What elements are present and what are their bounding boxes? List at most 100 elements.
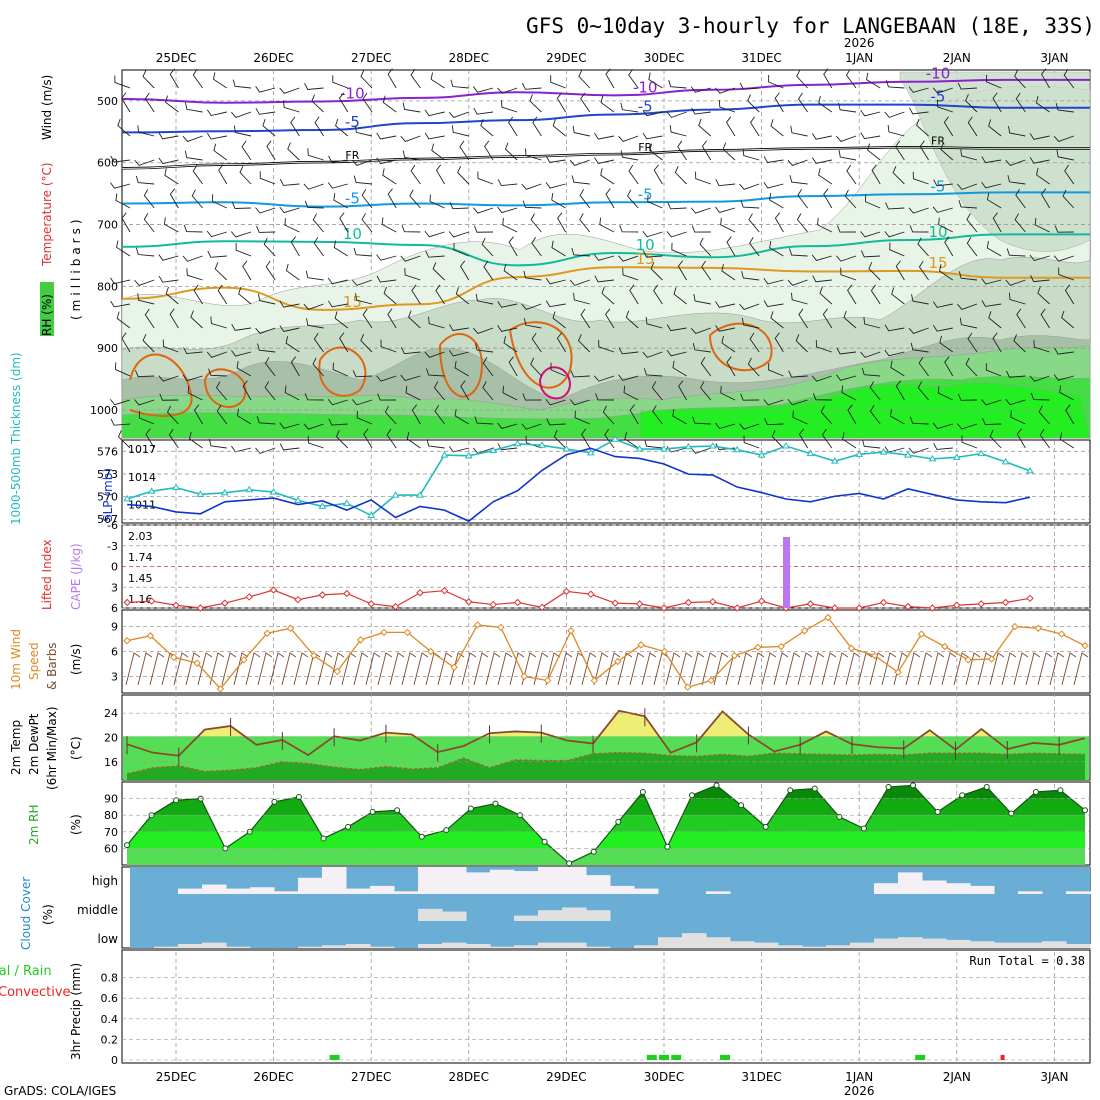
- rh-marker: [443, 827, 450, 834]
- wind-speed-marker: [1034, 624, 1042, 632]
- wind-barb: [1015, 188, 1026, 209]
- surface-wind-barb: [641, 652, 657, 686]
- cloud-fill-high: [586, 875, 611, 894]
- wind-barb: [763, 156, 784, 163]
- wind-barb: [644, 439, 663, 449]
- surface-wind-barb: [173, 652, 189, 686]
- surface-wind-barb: [881, 652, 897, 686]
- wind-barb: [182, 255, 203, 262]
- wind-barb: [774, 212, 784, 233]
- wind-barb: [429, 194, 445, 209]
- wind-speed-marker: [193, 659, 201, 667]
- wind-barb: [552, 311, 566, 329]
- rh-marker: [1057, 787, 1064, 794]
- wind-barb: [406, 431, 421, 449]
- wind-barb: [169, 308, 179, 329]
- wind-barb: [290, 236, 300, 257]
- wind-barb: [865, 194, 881, 209]
- wind-barb: [909, 107, 929, 115]
- wind-barb: [860, 231, 881, 238]
- wind-barb: [424, 230, 445, 238]
- wind-barb: [1038, 405, 1050, 425]
- contour-label: -5: [638, 98, 653, 116]
- wind-barb: [958, 200, 978, 209]
- wind-barb: [944, 356, 954, 377]
- wind-barb: [525, 435, 542, 449]
- temp-tick-label: 24: [104, 707, 118, 720]
- lifted-index-marker: [196, 604, 205, 612]
- rh-marker: [688, 792, 695, 799]
- wind-barb: [884, 111, 905, 118]
- wind-barb: [722, 142, 736, 161]
- surface-wind-barb: [677, 652, 693, 686]
- lifted-index-marker: [635, 600, 644, 608]
- wind-barb: [235, 243, 252, 257]
- wind-barb: [239, 165, 252, 185]
- cloud-fill-high: [634, 888, 659, 894]
- wind-barb: [671, 242, 687, 257]
- wind-barb: [508, 356, 518, 377]
- rh-marker: [418, 833, 425, 840]
- wind-barb: [715, 422, 736, 430]
- thickness-marker: [464, 451, 473, 459]
- surface-wind-barb: [773, 652, 789, 686]
- wind-barb: [908, 447, 929, 454]
- wind-barb: [917, 237, 929, 257]
- wind-barb: [581, 428, 591, 449]
- ylabel-slp: SLP (mb): [101, 468, 115, 522]
- wind-barb: [768, 362, 784, 377]
- contour-label: -10: [340, 85, 365, 103]
- rh-marker: [173, 797, 180, 804]
- surface-wind-barb: [689, 652, 705, 686]
- wind-barb: [206, 230, 227, 238]
- wind-barb: [184, 150, 203, 161]
- wind-barb: [138, 410, 155, 425]
- wind-barb: [981, 278, 1002, 285]
- wind-speed-marker: [333, 667, 342, 676]
- wind-barb: [404, 268, 421, 281]
- wind-barb: [352, 159, 373, 166]
- cloud-fill-high: [442, 867, 467, 894]
- rh-marker: [124, 842, 130, 849]
- cloud-fill-low: [466, 943, 491, 948]
- wind-barb: [959, 317, 978, 329]
- wind-barb: [497, 206, 518, 214]
- wind-barb: [231, 350, 252, 357]
- wind-barb: [290, 116, 300, 137]
- wind-barb: [1041, 68, 1050, 89]
- rh-marker: [959, 792, 966, 799]
- wind-barb: [521, 183, 542, 190]
- thickness-marker: [562, 445, 571, 452]
- thickness-marker: [855, 450, 864, 457]
- wind-barb: [861, 367, 881, 377]
- rh-marker: [639, 788, 646, 795]
- wind-barb: [211, 194, 227, 209]
- contour-label: -10: [633, 78, 658, 96]
- wind-barb: [552, 119, 566, 137]
- surface-wind-barb: [353, 652, 369, 686]
- wind-barb: [836, 374, 857, 381]
- wind-barb: [383, 286, 397, 305]
- surface-wind-barb: [1037, 652, 1053, 686]
- wind-barb: [844, 189, 857, 209]
- wind-barb: [451, 125, 469, 137]
- cloud-fill-low: [1018, 942, 1043, 948]
- wind-barb: [692, 342, 711, 353]
- wind-barb: [313, 332, 324, 353]
- wind-barb: [937, 386, 953, 401]
- wind-barb: [789, 175, 808, 185]
- wind-speed-marker: [123, 637, 131, 645]
- cloud-fill-low: [298, 946, 323, 948]
- wind-barb: [577, 334, 591, 353]
- wind-barb: [110, 182, 131, 189]
- wind-barb: [459, 140, 470, 161]
- wind-barb: [231, 324, 252, 331]
- wind-barb: [454, 408, 470, 425]
- wind-barb: [110, 398, 131, 406]
- wind-barb: [114, 362, 131, 377]
- wind-barb: [182, 135, 203, 143]
- rh-marker: [836, 813, 843, 820]
- wind-barb: [787, 279, 808, 286]
- wind-barb: [580, 92, 591, 113]
- top-date-label: 27DEC: [351, 51, 391, 65]
